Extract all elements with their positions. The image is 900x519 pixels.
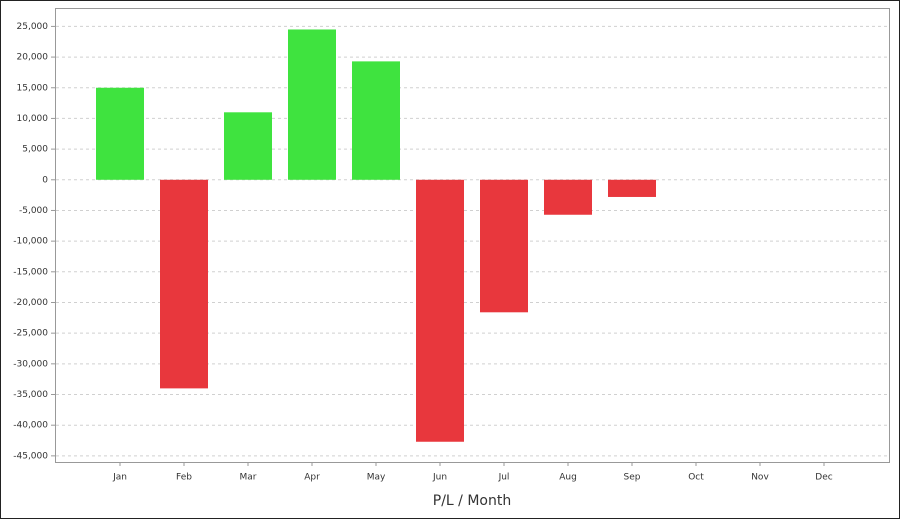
bar <box>544 179 592 215</box>
bar <box>288 29 336 180</box>
x-tick-label: Dec <box>815 473 832 483</box>
y-tick-label: -35,000 <box>13 390 48 400</box>
y-tick-label: 20,000 <box>17 53 49 63</box>
bar <box>608 179 656 197</box>
y-tick-label: 15,000 <box>17 83 49 93</box>
x-tick-label: Nov <box>751 473 769 483</box>
bar <box>160 179 208 389</box>
y-tick-label: 5,000 <box>22 145 48 155</box>
x-tick-label: Jan <box>112 473 127 483</box>
y-tick-label: -5,000 <box>19 206 48 216</box>
bar <box>224 112 272 180</box>
x-axis-label: P/L / Month <box>433 493 511 509</box>
x-tick-label: Oct <box>688 473 704 483</box>
x-tick-label: Apr <box>304 473 320 483</box>
x-tick-label: Feb <box>176 473 192 483</box>
y-tick-label: 10,000 <box>17 114 49 124</box>
x-tick-label: Jun <box>432 473 447 483</box>
x-tick-label: Aug <box>559 473 577 483</box>
y-tick-label: -10,000 <box>13 237 48 247</box>
y-tick-label: -20,000 <box>13 298 48 308</box>
x-tick-label: Sep <box>624 473 641 483</box>
y-tick-label: -40,000 <box>13 421 48 431</box>
bar <box>416 179 464 442</box>
y-tick-label: 25,000 <box>17 22 49 32</box>
y-tick-label: -25,000 <box>13 329 48 339</box>
bar <box>96 87 144 180</box>
y-tick-label: -30,000 <box>13 359 48 369</box>
bar <box>480 179 528 313</box>
bar <box>352 61 400 180</box>
x-tick-label: May <box>367 473 386 483</box>
x-tick-label: Jul <box>498 473 510 483</box>
x-tick-label: Mar <box>240 473 257 483</box>
y-tick-label: -45,000 <box>13 451 48 461</box>
y-tick-label: 0 <box>42 175 48 185</box>
y-tick-label: -15,000 <box>13 267 48 277</box>
